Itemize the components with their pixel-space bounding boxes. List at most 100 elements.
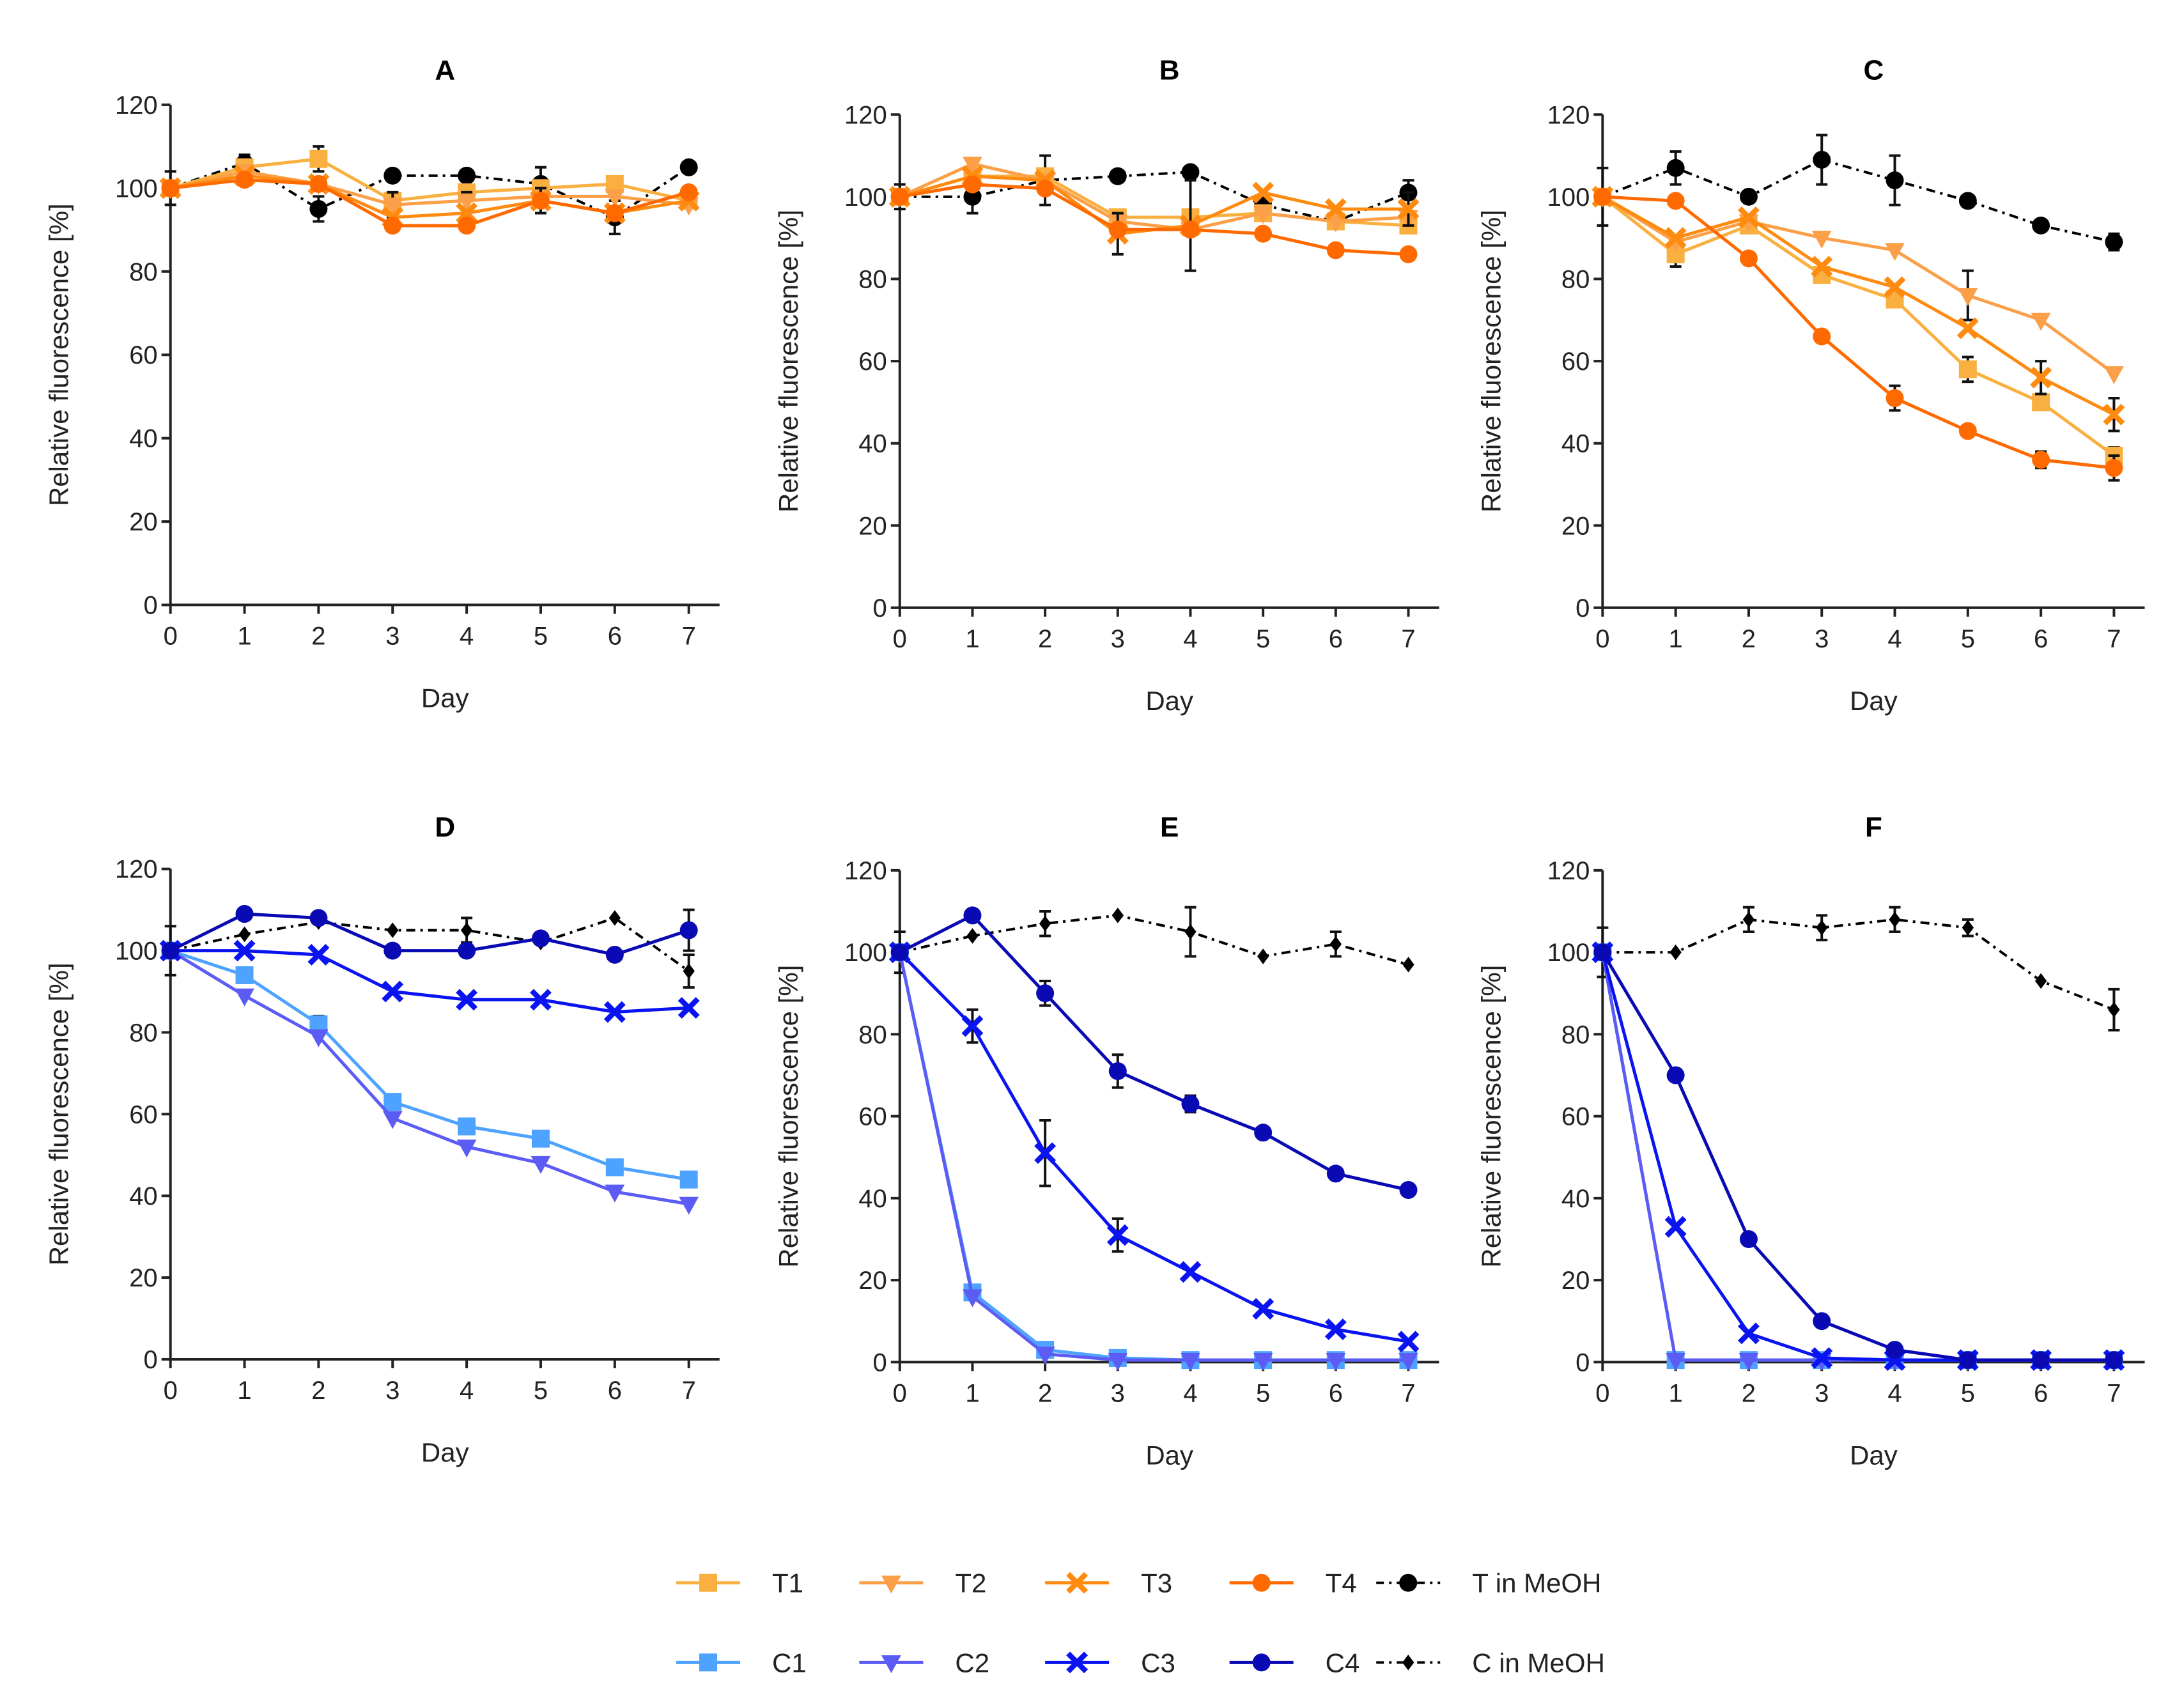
legend-label: C2 (955, 1648, 989, 1678)
y-tick-label: 20 (1561, 512, 1590, 540)
y-tick-label: 40 (1561, 430, 1590, 458)
x-tick-label: 6 (1329, 1379, 1343, 1407)
x-tick-label: 4 (1887, 625, 1901, 653)
x-tick-label: 4 (460, 1377, 474, 1405)
legend-marker-icon (1066, 1571, 1088, 1594)
panel-f: F 0 20 40 60 80 100 120 0 1 2 3 4 5 6 7 Day Relative fluo… (1476, 812, 2145, 1470)
x-tick-label: 7 (1401, 625, 1415, 653)
data-point (233, 939, 256, 962)
data-point (1181, 1352, 1200, 1371)
data-point (1326, 1352, 1346, 1371)
series-c4 (890, 906, 1418, 1200)
data-point (161, 179, 180, 197)
y-tick-label: 60 (1561, 1103, 1590, 1131)
y-tick-label: 0 (873, 1348, 887, 1377)
data-point (605, 945, 624, 964)
legend-marker-icon (1402, 1655, 1414, 1671)
y-tick-label: 0 (143, 592, 157, 620)
x-tick-label: 7 (682, 622, 696, 651)
data-point (458, 217, 476, 235)
data-point (235, 966, 254, 984)
series-line (170, 949, 689, 1014)
series-line (170, 178, 690, 228)
data-point (679, 1170, 698, 1189)
data-point (456, 193, 477, 212)
data-point (1666, 1066, 1685, 1085)
legend-label: T2 (955, 1568, 986, 1598)
data-point (531, 1155, 551, 1174)
y-tick-label: 100 (1547, 183, 1590, 212)
series-line (1602, 918, 2115, 1011)
panel-title: C (1864, 54, 1884, 86)
x-tick-label: 4 (460, 622, 474, 651)
x-tick-label: 5 (534, 622, 548, 651)
data-point (1257, 948, 1269, 964)
panel-b: B 0 20 40 60 80 100 120 0 1 2 3 4 5 6 7 Day Relative fluo… (773, 54, 1439, 716)
data-point (1962, 920, 1974, 936)
y-tick-label: 60 (858, 348, 887, 376)
data-point (2032, 1351, 2050, 1370)
data-point (1329, 936, 1342, 952)
x-tick-label: 1 (1669, 625, 1683, 653)
data-point (1885, 243, 1905, 261)
x-tick-label: 7 (682, 1377, 696, 1405)
data-point (2104, 366, 2124, 385)
legend-label: T4 (1326, 1568, 1357, 1598)
data-point (1811, 230, 1832, 249)
x-tick-label: 3 (385, 1377, 399, 1405)
data-point (1254, 1123, 1273, 1142)
data-point (1956, 317, 1979, 339)
x-tick-label: 0 (893, 625, 907, 653)
legend-marker-icon (881, 1575, 901, 1594)
data-point (530, 989, 552, 1011)
data-point (458, 1117, 476, 1136)
data-point (383, 217, 402, 235)
x-tick-label: 2 (311, 1377, 325, 1405)
y-axis-label: Relative fluorescence [%] (773, 965, 803, 1268)
data-point (1108, 1062, 1127, 1081)
y-tick-label: 60 (129, 341, 158, 369)
y-axis-label: Relative fluorescence [%] (1476, 965, 1506, 1268)
data-point (1326, 1164, 1345, 1183)
x-tick-label: 3 (1815, 625, 1829, 653)
y-tick-label: 100 (844, 183, 887, 212)
data-point (456, 989, 478, 1011)
series-c-meoh (1597, 906, 2120, 1031)
series-c1 (161, 941, 698, 1189)
legend-marker-icon (699, 1573, 718, 1592)
data-point (679, 183, 698, 201)
series-line (898, 952, 1409, 1362)
legend-item-c-meoh: C in MeOH (1376, 1648, 1605, 1678)
y-tick-label: 0 (873, 594, 887, 622)
data-point (605, 1158, 624, 1177)
legend-label: T in MeOH (1472, 1568, 1601, 1598)
data-point (1181, 163, 1200, 181)
x-tick-label: 3 (1111, 1379, 1125, 1407)
data-point (1889, 911, 1901, 928)
series-line (170, 157, 690, 203)
y-tick-label: 120 (115, 856, 158, 884)
legend-marker-icon (1252, 1653, 1271, 1672)
series-t4 (890, 175, 1418, 263)
series-line (170, 169, 689, 206)
y-tick-label: 100 (1547, 939, 1590, 967)
x-tick-label: 4 (1183, 625, 1197, 653)
data-point (1811, 256, 1833, 278)
legend-label: C in MeOH (1472, 1648, 1605, 1678)
x-tick-label: 6 (608, 1377, 622, 1405)
data-point (309, 1029, 329, 1047)
data-point (531, 191, 550, 210)
x-axis-label: Day (1850, 686, 1898, 716)
y-tick-label: 80 (858, 1021, 887, 1049)
data-point (679, 921, 698, 939)
y-tick-label: 20 (129, 1264, 158, 1292)
x-tick-label: 5 (1256, 1379, 1270, 1407)
data-point (1958, 1351, 1977, 1370)
data-point (1886, 389, 1904, 407)
legend-item-t3: T3 (1045, 1568, 1172, 1598)
data-point (309, 150, 328, 168)
data-point (2105, 1351, 2123, 1370)
series-c2 (890, 945, 1418, 1371)
series-c2 (1592, 945, 2124, 1371)
